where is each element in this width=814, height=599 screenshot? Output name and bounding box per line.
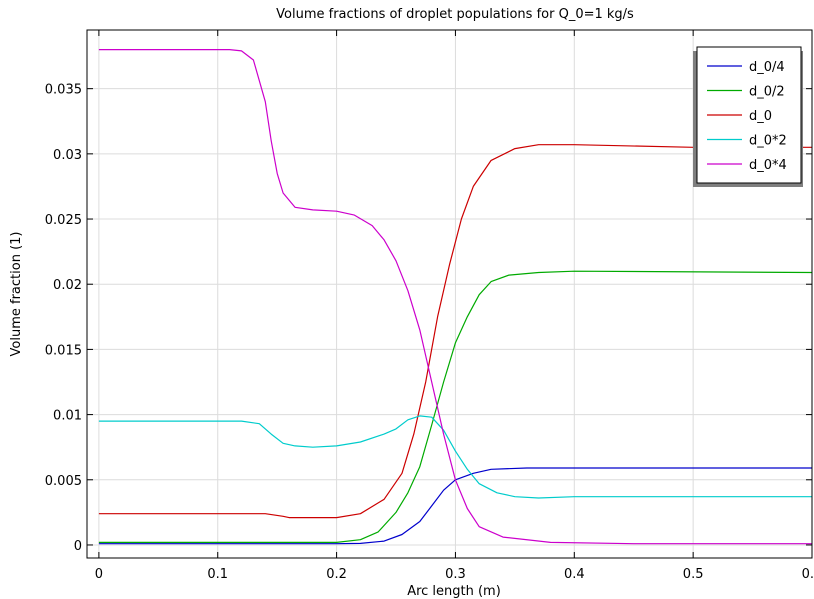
y-tick-label: 0.025 xyxy=(45,213,82,228)
x-tick-label: 0.5 xyxy=(683,567,704,582)
chart-title: Volume fractions of droplet populations … xyxy=(276,7,634,22)
y-tick-label: 0.015 xyxy=(45,343,82,358)
legend-label: d_0*4 xyxy=(749,158,787,173)
legend: d_0/4 d_0/2 d_0 d_0*2 d_0*4 xyxy=(693,46,803,187)
axis-ticks xyxy=(87,30,813,558)
y-tick-label: 0 xyxy=(74,539,82,554)
x-tick-label: 0.3 xyxy=(445,567,466,582)
y-tick-label: 0.01 xyxy=(53,409,82,424)
legend-items: d_0/4 d_0/2 d_0 d_0*2 d_0*4 xyxy=(707,60,787,173)
y-tick-labels: 0 0.005 0.01 0.015 0.02 0.025 0.03 0.035 xyxy=(45,83,82,554)
x-tick-label: 0.2 xyxy=(326,567,347,582)
x-tick-labels: 0 0.1 0.2 0.3 0.4 0.5 0.6 xyxy=(95,567,814,582)
x-tick-label: 0.4 xyxy=(564,567,585,582)
y-tick-label: 0.02 xyxy=(53,278,82,293)
x-tick-label: 0.6 xyxy=(802,567,814,582)
series-line-d_0*2 xyxy=(98,415,812,499)
series-layer xyxy=(98,49,813,545)
legend-label: d_0*2 xyxy=(749,134,787,149)
y-tick-label: 0.035 xyxy=(45,83,82,98)
y-axis-label: Volume fraction (1) xyxy=(9,232,24,357)
x-tick-label: 0 xyxy=(95,567,103,582)
legend-label: d_0/2 xyxy=(749,85,785,100)
series-line-d_0/4 xyxy=(98,467,812,545)
legend-label: d_0/4 xyxy=(749,60,785,75)
legend-label: d_0 xyxy=(749,109,772,124)
plot-frame xyxy=(86,29,813,559)
series-line-d_0/2 xyxy=(98,270,813,543)
x-axis-label: Arc length (m) xyxy=(407,584,501,599)
y-tick-label: 0.03 xyxy=(53,148,82,163)
series-line-d_0*4 xyxy=(98,49,812,545)
x-tick-label: 0.1 xyxy=(207,567,228,582)
series-line-d_0 xyxy=(98,144,812,519)
y-tick-label: 0.005 xyxy=(45,474,82,489)
